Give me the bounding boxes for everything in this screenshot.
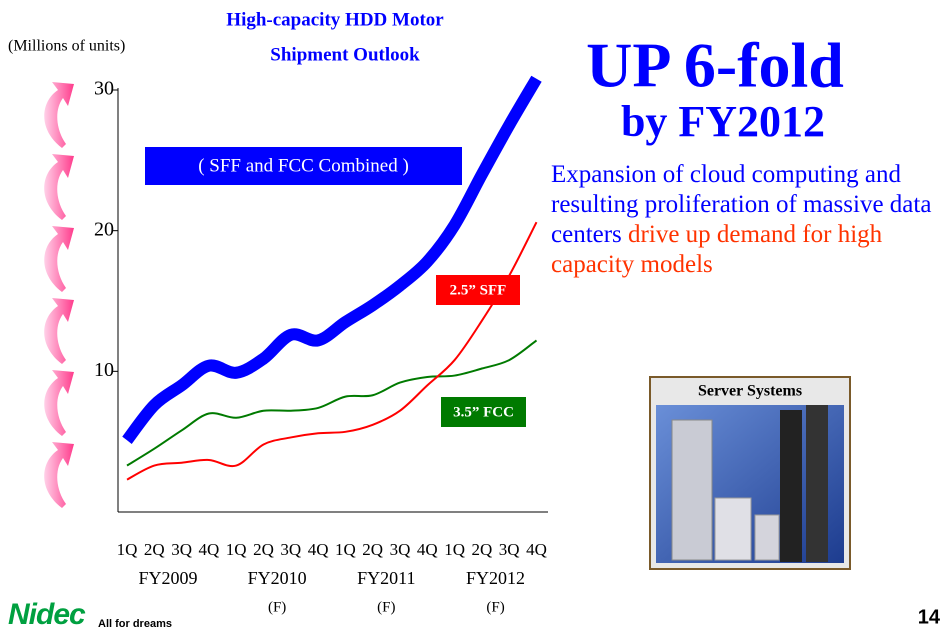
- chart-title: Shipment Outlook: [270, 44, 420, 65]
- x-tick-label: 4Q: [199, 540, 220, 559]
- series-label: ( SFF and FCC Combined ): [198, 155, 409, 176]
- fiscal-year-label: FY2011: [357, 568, 415, 588]
- y-axis-label: (Millions of units): [8, 38, 125, 55]
- text-blue: Expansion of cloud computing and resulti…: [551, 161, 932, 248]
- forecast-note: (F): [268, 599, 286, 615]
- forecast-note: (F): [377, 599, 395, 615]
- y-tick-label: 10: [94, 359, 114, 381]
- x-tick-label: 4Q: [308, 540, 329, 559]
- arrow: [44, 442, 74, 508]
- series-label-box: [441, 397, 526, 427]
- y-tick-label: 30: [94, 78, 114, 100]
- x-tick-label: 4Q: [417, 540, 438, 559]
- x-tick-label: 2Q: [362, 540, 383, 559]
- fiscal-year-label: FY2010: [248, 568, 307, 588]
- x-tick-label: 3Q: [171, 540, 192, 559]
- x-tick-label: 3Q: [390, 540, 411, 559]
- x-tick-label: 2Q: [144, 540, 165, 559]
- page-number: 14: [918, 606, 941, 628]
- series-line: [126, 221, 538, 481]
- arrow: [44, 370, 74, 436]
- series-label: 3.5” FCC: [453, 404, 514, 420]
- server-image: [649, 376, 851, 570]
- headline: UP 6-fold: [586, 30, 844, 101]
- x-tick-label: 1Q: [226, 540, 247, 559]
- arrow: [44, 226, 74, 292]
- y-tick-label: 20: [94, 218, 114, 240]
- headline: by FY2012: [621, 97, 825, 146]
- x-tick-label: 1Q: [335, 540, 356, 559]
- description: Expansion of cloud computing and resulti…: [551, 160, 941, 280]
- x-tick-label: 4Q: [526, 540, 547, 559]
- logo: Nidec: [8, 598, 86, 631]
- x-tick-label: 1Q: [444, 540, 465, 559]
- arrow: [44, 154, 74, 220]
- x-tick-label: 3Q: [280, 540, 301, 559]
- x-tick-label: 1Q: [117, 540, 138, 559]
- series-label: 2.5” SFF: [450, 282, 507, 298]
- series-label-box: [145, 147, 462, 185]
- x-tick-label: 3Q: [499, 540, 520, 559]
- decorative-arrows: [44, 82, 74, 508]
- fiscal-year-label: FY2009: [138, 568, 197, 588]
- forecast-note: (F): [486, 599, 504, 615]
- logo-tagline: All for dreams: [98, 618, 172, 630]
- x-tick-label: 2Q: [472, 540, 493, 559]
- series-line: [126, 339, 538, 467]
- fiscal-year-label: FY2012: [466, 568, 525, 588]
- arrow: [44, 82, 74, 148]
- text-red: drive up demand for high capacity models: [551, 221, 883, 278]
- series-line: [122, 75, 542, 444]
- arrow: [44, 298, 74, 364]
- image-caption: Server Systems: [698, 383, 802, 400]
- x-tick-label: 2Q: [253, 540, 274, 559]
- series-label-box: [436, 275, 520, 305]
- chart-title: High-capacity HDD Motor: [226, 9, 444, 30]
